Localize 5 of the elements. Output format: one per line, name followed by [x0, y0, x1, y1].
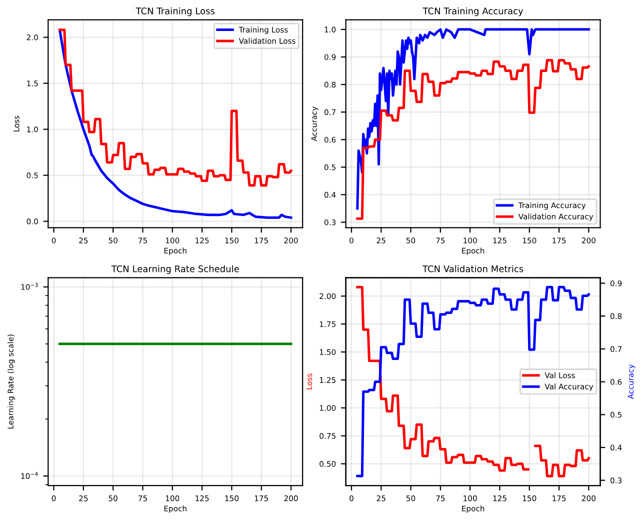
- chart-title: TCN Training Accuracy: [422, 7, 524, 16]
- line-series: [356, 28, 590, 210]
- chart-title: TCN Learning Rate Schedule: [111, 265, 239, 274]
- chart-title: TCN Validation Metrics: [422, 265, 524, 272]
- chart-title: TCN Training Loss: [136, 7, 215, 16]
